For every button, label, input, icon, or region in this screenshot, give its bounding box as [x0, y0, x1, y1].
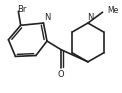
Text: Me: Me — [107, 6, 118, 15]
Text: N: N — [44, 13, 51, 22]
Text: O: O — [58, 70, 64, 79]
Text: N: N — [87, 13, 93, 22]
Text: Br: Br — [17, 5, 27, 14]
